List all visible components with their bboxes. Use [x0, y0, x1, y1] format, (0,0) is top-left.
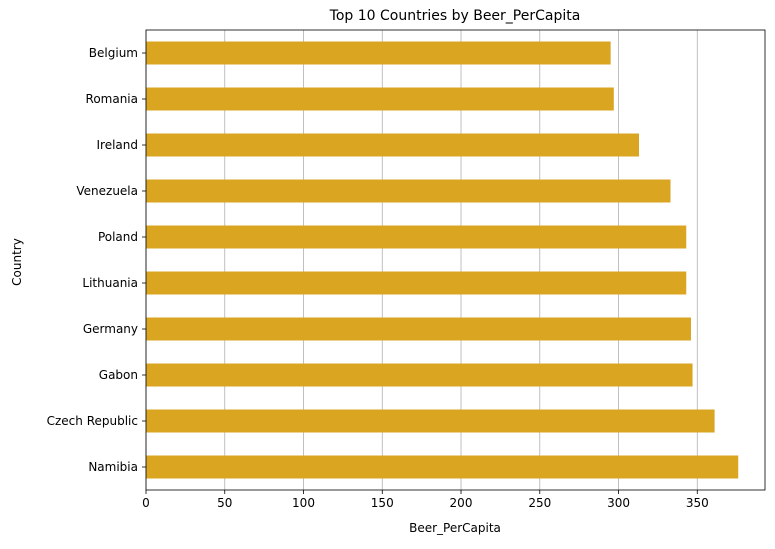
y-tick-label: Poland [98, 230, 138, 244]
x-ticks: 0 50 100 150 200 250 300 350 [142, 490, 709, 510]
bar [146, 409, 715, 433]
bar [146, 271, 687, 295]
y-tick-label: Romania [86, 92, 138, 106]
bar [146, 363, 693, 387]
bar [146, 133, 639, 157]
bar [146, 225, 687, 249]
x-tick-label: 350 [686, 496, 709, 510]
x-tick-label: 50 [217, 496, 232, 510]
x-tick-label: 0 [142, 496, 150, 510]
y-tick-label: Czech Republic [47, 414, 138, 428]
bars [146, 41, 739, 479]
bar [146, 87, 614, 111]
bar [146, 455, 739, 479]
y-tick-label: Venezuela [76, 184, 138, 198]
y-tick-label: Germany [83, 322, 138, 336]
bar [146, 317, 691, 341]
y-tick-label: Namibia [88, 460, 138, 474]
y-ticks: Belgium Romania Ireland Venezuela Poland Lith… [47, 46, 146, 474]
y-tick-label: Gabon [99, 368, 138, 382]
x-tick-label: 100 [292, 496, 315, 510]
y-tick-label: Belgium [89, 46, 138, 60]
axes [145, 29, 766, 491]
x-axis-label: Beer_PerCapita [409, 521, 501, 535]
x-tick-label: 150 [371, 496, 394, 510]
y-tick-label: Ireland [96, 138, 138, 152]
chart-title: Top 10 Countries by Beer_PerCapita [329, 8, 581, 24]
x-tick-label: 250 [528, 496, 551, 510]
y-tick-label: Lithuania [82, 276, 138, 290]
bar [146, 41, 611, 65]
x-tick-label: 200 [450, 496, 473, 510]
y-axis-label: Country [10, 238, 24, 286]
bar [146, 179, 671, 203]
plot-frame [145, 29, 766, 491]
x-tick-label: 300 [607, 496, 630, 510]
